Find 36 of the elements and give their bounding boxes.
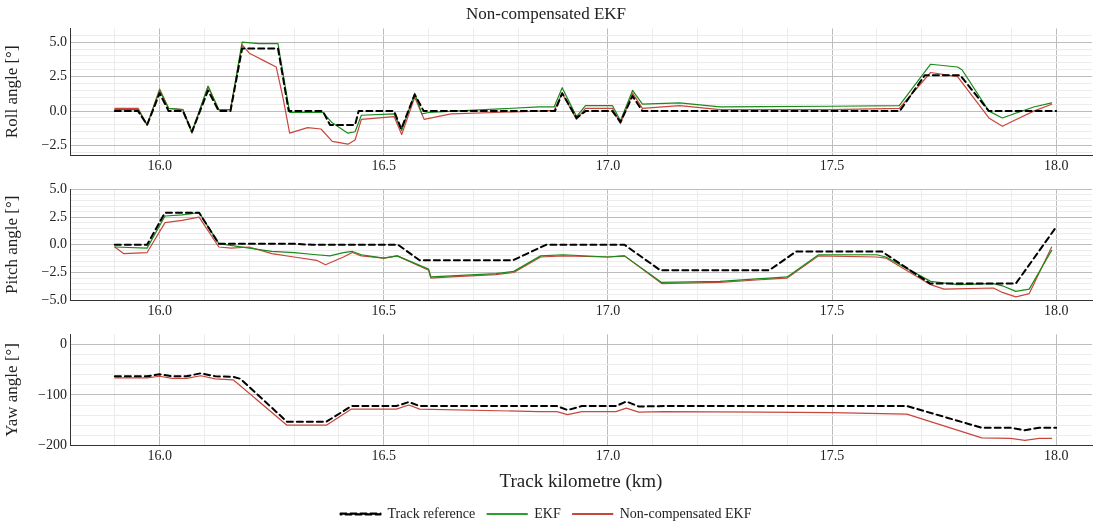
x-tick-label: 16.5: [371, 158, 397, 174]
line-series: [113, 372, 1058, 432]
x-tick-label: 17.0: [595, 448, 621, 464]
x-tick-label: 18.0: [1043, 158, 1069, 174]
y-tick-label: 0: [60, 336, 67, 352]
legend-label: EKF: [534, 505, 561, 521]
x-tick-label: 16.5: [371, 448, 397, 464]
y-tick-label: −200: [38, 437, 67, 453]
x-tick-label: 17.5: [819, 448, 845, 464]
x-tick-label: 17.0: [595, 158, 621, 174]
x-tick-label: 18.0: [1043, 303, 1069, 319]
chart-title: Non-compensated EKF: [465, 3, 627, 23]
y-tick-label: 2.5: [49, 208, 67, 224]
y-axis-title: Pitch angle [°]: [1, 195, 21, 294]
y-tick-label: −2.5: [41, 264, 67, 280]
y-tick-label: −5.0: [41, 291, 67, 307]
y-axis-title: Roll angle [°]: [1, 45, 21, 139]
y-tick-label: 0.0: [49, 102, 67, 118]
y-tick-label: 2.5: [49, 68, 67, 84]
y-tick-label: −2.5: [41, 137, 67, 153]
legend-label: Track reference: [387, 505, 476, 521]
x-tick-label: 18.0: [1043, 448, 1069, 464]
x-tick-label: 16.0: [147, 448, 172, 464]
y-tick-label: 5.0: [49, 181, 67, 197]
x-tick-label: 17.0: [595, 303, 621, 319]
y-axis-title: Yaw angle [°]: [1, 342, 21, 437]
y-tick-label: 5.0: [49, 33, 67, 49]
legend-label: Non-compensated EKF: [619, 505, 752, 521]
y-tick-label: −100: [38, 386, 67, 402]
x-axis-title: Track kilometre (km): [499, 469, 663, 492]
x-tick-label: 17.5: [819, 303, 845, 319]
y-tick-label: 0.0: [49, 236, 67, 252]
x-tick-label: 16.0: [147, 158, 172, 174]
x-tick-label: 16.5: [371, 303, 397, 319]
x-tick-label: 16.0: [147, 303, 172, 319]
x-tick-label: 17.5: [819, 158, 845, 174]
